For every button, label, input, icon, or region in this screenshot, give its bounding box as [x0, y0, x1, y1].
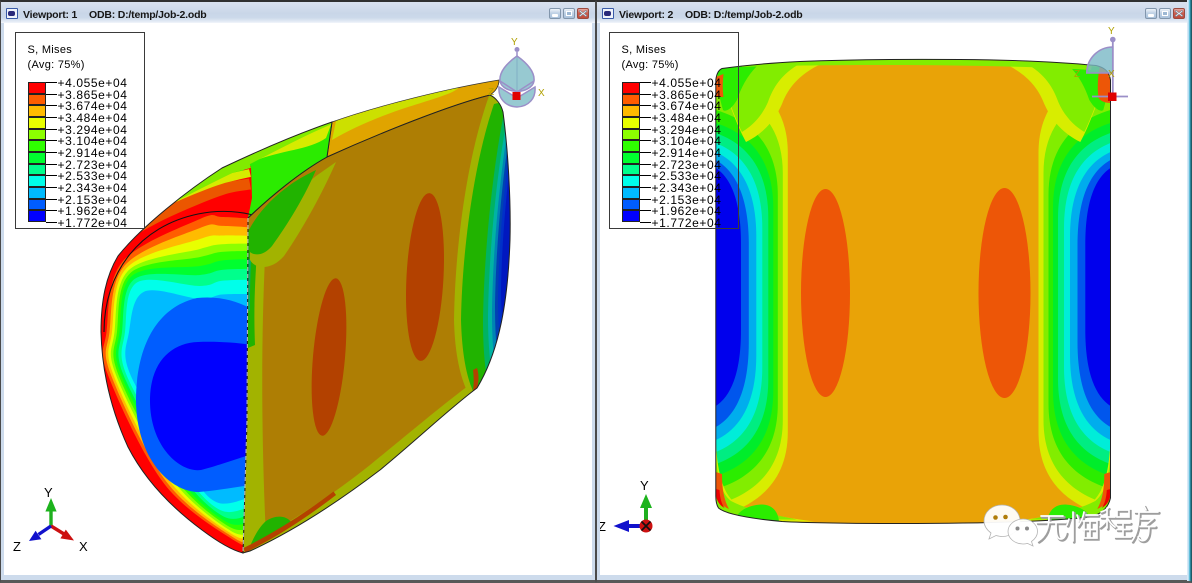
- svg-text:Z: Z: [13, 539, 21, 554]
- svg-text:Z: Z: [488, 87, 494, 98]
- svg-text:Z: Z: [1074, 69, 1080, 80]
- svg-text:Y: Y: [1108, 26, 1115, 37]
- svg-text:Z: Z: [600, 519, 606, 534]
- svg-text:X: X: [538, 88, 545, 99]
- svg-text:X: X: [79, 539, 88, 554]
- svg-text:X: X: [1108, 69, 1115, 80]
- svg-text:Y: Y: [511, 37, 518, 48]
- svg-text:Y: Y: [44, 485, 53, 500]
- svg-text:Y: Y: [640, 478, 649, 493]
